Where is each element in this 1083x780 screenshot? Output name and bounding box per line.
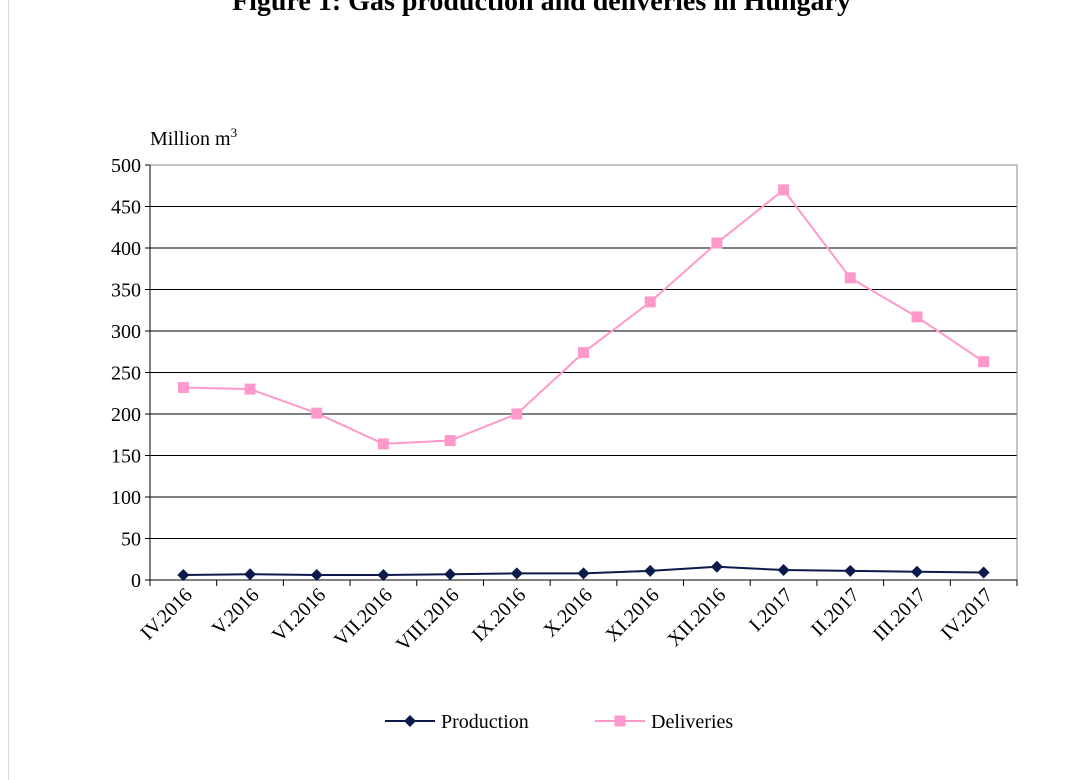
y-tick-label: 450 (111, 197, 141, 219)
x-tick-label: II.2017 (807, 584, 864, 641)
x-tick-label: VII.2016 (330, 584, 397, 651)
series-production (177, 560, 990, 582)
y-tick-label: 200 (111, 404, 141, 426)
data-point-production (777, 564, 790, 577)
y-tick-label: 100 (111, 487, 141, 509)
data-point-deliveries (177, 381, 189, 393)
y-tick-label: 500 (111, 155, 141, 177)
legend-item-deliveries: Deliveries (595, 711, 733, 733)
y-tick-label: 0 (131, 570, 141, 592)
legend: Production Deliveries (385, 711, 733, 733)
y-axis-label-superscript: 3 (231, 125, 238, 140)
x-tick-label: XII.2016 (663, 584, 730, 651)
data-point-deliveries (711, 237, 723, 249)
data-point-production (377, 569, 390, 582)
data-point-production (710, 560, 723, 573)
data-point-deliveries (244, 383, 256, 395)
y-axis-label: Million m3 (150, 125, 237, 150)
data-point-production (444, 568, 457, 581)
data-point-deliveries (444, 435, 456, 447)
x-tick-label: X.2016 (539, 584, 597, 642)
data-point-deliveries (844, 272, 856, 284)
x-tick-label: III.2017 (869, 584, 931, 646)
y-tick-label: 400 (111, 238, 141, 260)
y-tick-label: 50 (121, 529, 141, 551)
data-point-production (510, 567, 523, 580)
x-tick-label: V.2016 (208, 584, 264, 640)
axes (145, 164, 1018, 586)
y-axis-label-text: Million m (150, 128, 231, 150)
y-tick-label: 300 (111, 321, 141, 343)
data-point-deliveries (644, 296, 656, 308)
y-tick-label: 150 (111, 446, 141, 468)
series-line-deliveries (183, 188, 985, 445)
data-point-production (644, 564, 657, 577)
data-point-production (910, 565, 923, 578)
x-tick-label: IX.2016 (468, 584, 530, 646)
legend-label-deliveries: Deliveries (651, 711, 733, 733)
data-point-production (844, 564, 857, 577)
data-point-production (404, 715, 416, 727)
data-point-deliveries (778, 184, 790, 196)
data-point-production (577, 567, 590, 580)
data-point-deliveries (511, 408, 523, 420)
legend-label-production: Production (441, 711, 529, 733)
x-tick-label: IV.2016 (136, 584, 196, 644)
data-point-deliveries (978, 356, 990, 368)
page-border-line (8, 0, 9, 780)
data-point-deliveries (614, 715, 626, 727)
data-point-deliveries (578, 347, 589, 359)
y-tick-labels: 0 50 100 150 200 250 300 350 400 450 500 (111, 155, 141, 592)
y-tick-label: 350 (111, 280, 141, 302)
data-point-deliveries (311, 407, 323, 419)
data-point-production (310, 569, 323, 582)
data-point-production (977, 566, 990, 579)
x-tick-label: VIII.2016 (392, 584, 464, 656)
x-tick-label: IV.2017 (937, 584, 997, 644)
x-tick-label: I.2017 (745, 584, 797, 636)
data-point-production (177, 569, 190, 582)
series-deliveries (177, 184, 990, 450)
chart-title: Figure 1: Gas production and deliveries … (232, 0, 851, 17)
data-point-production (244, 568, 257, 581)
x-tick-label: XI.2016 (601, 584, 663, 646)
legend-item-production: Production (385, 711, 529, 733)
series-layer (177, 184, 990, 582)
data-point-deliveries (377, 438, 389, 450)
y-tick-label: 250 (111, 363, 141, 385)
data-point-deliveries (911, 311, 923, 323)
x-tick-label: VI.2016 (268, 584, 330, 646)
